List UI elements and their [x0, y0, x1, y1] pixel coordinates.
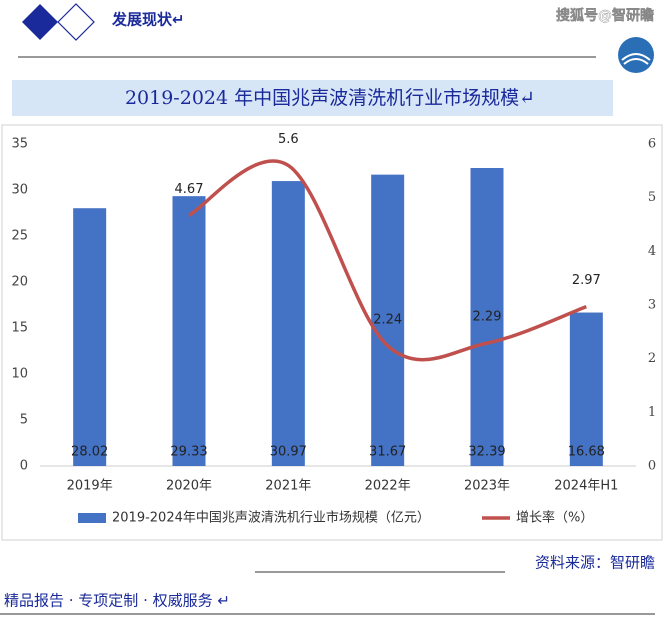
bar	[172, 196, 206, 466]
section-title: 发展现状↵	[111, 11, 185, 29]
y2-tick-label: 5	[648, 190, 656, 205]
y-tick-label: 5	[20, 413, 28, 428]
bar	[470, 168, 504, 466]
y2-tick-label: 2	[648, 351, 656, 366]
bar	[569, 312, 603, 466]
bar	[73, 208, 107, 466]
diamond-icon	[57, 3, 95, 41]
bar	[271, 181, 305, 467]
y2-tick-label: 4	[648, 244, 656, 259]
line-value-label: 2.29	[473, 310, 502, 325]
footer: 精品报告 · 专项定制 · 权威服务 ↵	[4, 592, 230, 610]
legend-label: 2019-2024年中国兆声波清洗机行业市场规模（亿元）	[112, 510, 430, 526]
y2-tick-label: 1	[648, 405, 656, 420]
watermark: 搜狐号@智研瞻	[556, 7, 654, 24]
y-tick-label: 35	[11, 137, 28, 152]
plot: 0 5 10 15 20 25 30 35 0 1 2 3 4 5 6 2019年 2020年 2021年 2022…	[11, 132, 656, 526]
bar-value-label: 30.97	[270, 445, 307, 460]
legend-swatch	[78, 513, 106, 523]
x-tick-label: 2023年	[464, 479, 510, 494]
line-value-label: 4.67	[175, 182, 204, 197]
legend-label: 增长率（%）	[516, 510, 593, 526]
y-tick-label: 0	[20, 459, 28, 474]
x-tick-label: 2019年	[67, 479, 113, 494]
y2-tick-label: 0	[648, 459, 656, 474]
bar-value-label: 28.02	[71, 445, 108, 460]
logo-wave	[621, 53, 651, 65]
line	[188, 159, 587, 362]
title-box	[12, 80, 613, 116]
x-tick-label: 2020年	[166, 479, 212, 494]
line-value-label: 5.6	[278, 132, 299, 147]
line-value-label: 2.97	[572, 273, 601, 288]
y-tick-label: 25	[11, 229, 28, 244]
x-tick-label: 2024年H1	[554, 479, 618, 494]
source: 资料来源：智研瞻	[535, 554, 655, 572]
y-tick-label: 30	[11, 183, 28, 198]
x-tick-label: 2021年	[265, 479, 311, 494]
y-tick-label: 15	[11, 321, 28, 336]
x-tick-label: 2022年	[365, 479, 411, 494]
bar-value-label: 16.68	[568, 445, 605, 460]
diamond-icon	[22, 4, 58, 40]
line-value-label: 2.24	[373, 312, 402, 327]
y-tick-label: 10	[11, 367, 28, 382]
bar	[371, 174, 405, 467]
y2-tick-label: 3	[648, 298, 656, 313]
bar-value-label: 32.39	[468, 445, 505, 460]
bar-value-label: 31.67	[369, 445, 406, 460]
chart-title: 2019-2024 年中国兆声波清洗机行业市场规模↵	[125, 87, 535, 109]
y2-tick-label: 6	[648, 137, 656, 152]
bar-value-label: 29.33	[170, 445, 207, 460]
chart-frame	[1, 124, 663, 541]
y-tick-label: 20	[11, 275, 28, 290]
